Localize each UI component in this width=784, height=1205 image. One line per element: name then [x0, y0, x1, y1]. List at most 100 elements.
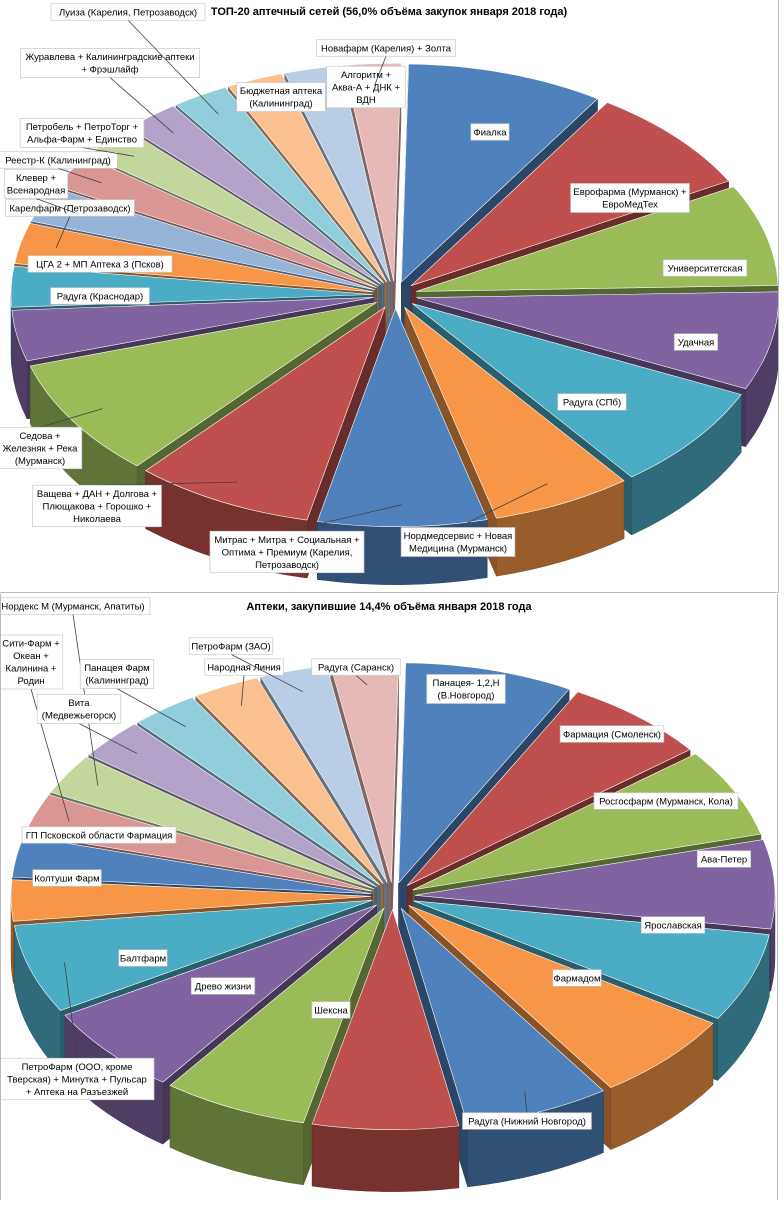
slice-wall — [311, 1123, 460, 1192]
data-label-box — [32, 484, 162, 528]
data-label-box — [696, 850, 752, 868]
chart-title: ТОП-20 аптечный сетей (56,0% объёма заку… — [211, 6, 568, 18]
data-label-box — [326, 65, 406, 109]
data-label-box — [190, 977, 256, 995]
data-label-box — [19, 118, 145, 148]
data-label-box — [640, 916, 706, 934]
leader-line — [355, 674, 368, 686]
leader-line — [374, 56, 387, 86]
slice-label: Седова + Железняк + Река (Мурманск) — [3, 431, 79, 467]
pie-tops — [10, 662, 776, 1130]
slice-label: Шексна — [314, 1005, 348, 1016]
pie-slice — [284, 65, 391, 282]
data-label-box — [557, 393, 627, 411]
slice-label: Ава-Петер — [701, 854, 747, 865]
data-label-box — [188, 637, 274, 655]
leader-line — [96, 481, 238, 486]
pie-slice — [195, 677, 384, 884]
pie-slice — [404, 307, 625, 519]
slice-label: Университетская — [668, 263, 743, 274]
data-label-box — [0, 1057, 155, 1101]
data-label-box — [50, 3, 206, 21]
slice-label: Фиалка — [473, 127, 507, 138]
data-label-box — [27, 255, 173, 273]
slice-label: Нордмедсервис + Новая Медицина (Мурманск) — [404, 531, 513, 555]
pie-slice — [11, 297, 374, 362]
data-label-box — [470, 123, 510, 141]
data-label-box — [0, 426, 83, 470]
slice-label: Удачная — [678, 337, 715, 348]
data-label-box — [32, 869, 102, 887]
slice-label: Ярославская — [644, 920, 702, 931]
slice-label: Митрас + Митра + Социальная + Оптима + Пр… — [214, 535, 360, 571]
pie-slice — [414, 839, 776, 930]
data-label-box — [79, 659, 155, 689]
leader-line — [78, 723, 138, 754]
leader-line — [109, 77, 174, 134]
pie-slice — [311, 908, 460, 1130]
chart-panel-bottom: Аптеки, закупившие 14,4% объёма января 2… — [0, 594, 778, 1200]
leader-line — [457, 483, 548, 528]
slice-label: Петробель + ПетроТорг + Альфа-Фарм + Един… — [26, 122, 139, 146]
leader-line — [286, 504, 402, 532]
slice-label: Вита (Медвежьегорск) — [42, 698, 116, 722]
slice-label: Сити-Фарм + Океан + Калинина + Родин — [2, 639, 60, 688]
chart-title: Аптеки, закупившие 14,4% объёма января 2… — [246, 601, 532, 613]
slice-label: Еврофарма (Мурманск) + ЕвроМедТех — [573, 187, 687, 211]
data-label-box — [0, 597, 151, 615]
data-label-box — [21, 826, 177, 844]
pie-chart-bottom: Аптеки, закупившие 14,4% объёма января 2… — [0, 597, 776, 1192]
data-label-box — [400, 527, 516, 557]
slice-label: Росгосфарм (Мурманск, Кола) — [599, 796, 733, 807]
slice-label: ПетроФарм (ООО, кроме Тверская) + Минутка… — [7, 1062, 147, 1098]
leader-line — [127, 19, 219, 115]
pie-slice — [411, 303, 742, 478]
data-label-box — [5, 199, 135, 217]
slice-label: Радуга (Саранск) — [318, 662, 394, 673]
leader-line — [64, 962, 78, 1059]
slice-label: Фармация (Смоленск) — [563, 729, 661, 740]
slice-label: Радуга (Нижний Новгород) — [468, 1116, 586, 1127]
slice-label: Клевер + Всенародная — [7, 173, 65, 197]
pie-slice — [137, 696, 381, 886]
slice-label: Луиза (Карелия, Петрозаводск) — [59, 7, 197, 18]
leader-line — [39, 408, 103, 428]
slice-label: Карелфарм (Петрозаводск) — [9, 203, 130, 214]
pie-slice — [227, 73, 388, 283]
data-label-box — [316, 39, 456, 57]
slice-label: Ващева + ДАН + Долгова + Плющакова + Горо… — [37, 489, 158, 525]
slice-label: Бюджетная аптека (Калининград) — [240, 86, 323, 110]
leader-line — [116, 688, 186, 727]
data-label-box — [36, 694, 122, 724]
data-label-box — [462, 1112, 592, 1130]
slice-label: ЦГА 2 + МП Аптека 3 (Псков) — [36, 259, 164, 270]
leader-line — [55, 216, 71, 249]
slice-label: ПетроФарм (ЗАО) — [191, 641, 270, 652]
data-label-box — [570, 183, 690, 213]
data-label-box — [311, 658, 401, 676]
pie-slice — [398, 662, 570, 884]
leader-line — [81, 147, 135, 157]
slice-label: Народная Линия — [207, 662, 281, 673]
slice-label: Нордекс М (Мурманск, Апатиты) — [1, 601, 144, 612]
data-label-box — [426, 674, 506, 704]
slice-label: Древо жизни — [195, 981, 251, 992]
pie-slice — [29, 302, 377, 467]
slice-label: Балтфарм — [120, 953, 166, 964]
slice-labels: Фиалка Еврофарма (Мурманск) + ЕвроМедТех Ун… — [0, 3, 748, 574]
pie-slice — [10, 879, 372, 922]
data-label-box — [118, 949, 168, 967]
slice-label: Панацея Фарм (Калининград) — [84, 663, 149, 687]
data-label-box — [662, 259, 748, 277]
pie-chart-top: ТОП-20 аптечный сетей (56,0% объёма заку… — [0, 3, 779, 585]
leader-line — [57, 167, 102, 184]
slice-label: Алгоритм + Аква-А + ДНК + ВДН — [332, 70, 401, 106]
pie-slice — [14, 899, 373, 1011]
slice-label: ГП Псковской области Фармация — [26, 830, 173, 841]
data-label-box — [3, 169, 69, 199]
pie-slice — [169, 907, 385, 1124]
slice-label: Радуга (СПб) — [563, 397, 621, 408]
pie-slice — [145, 306, 386, 521]
pie-slice — [343, 63, 402, 282]
data-label-box — [552, 969, 602, 987]
